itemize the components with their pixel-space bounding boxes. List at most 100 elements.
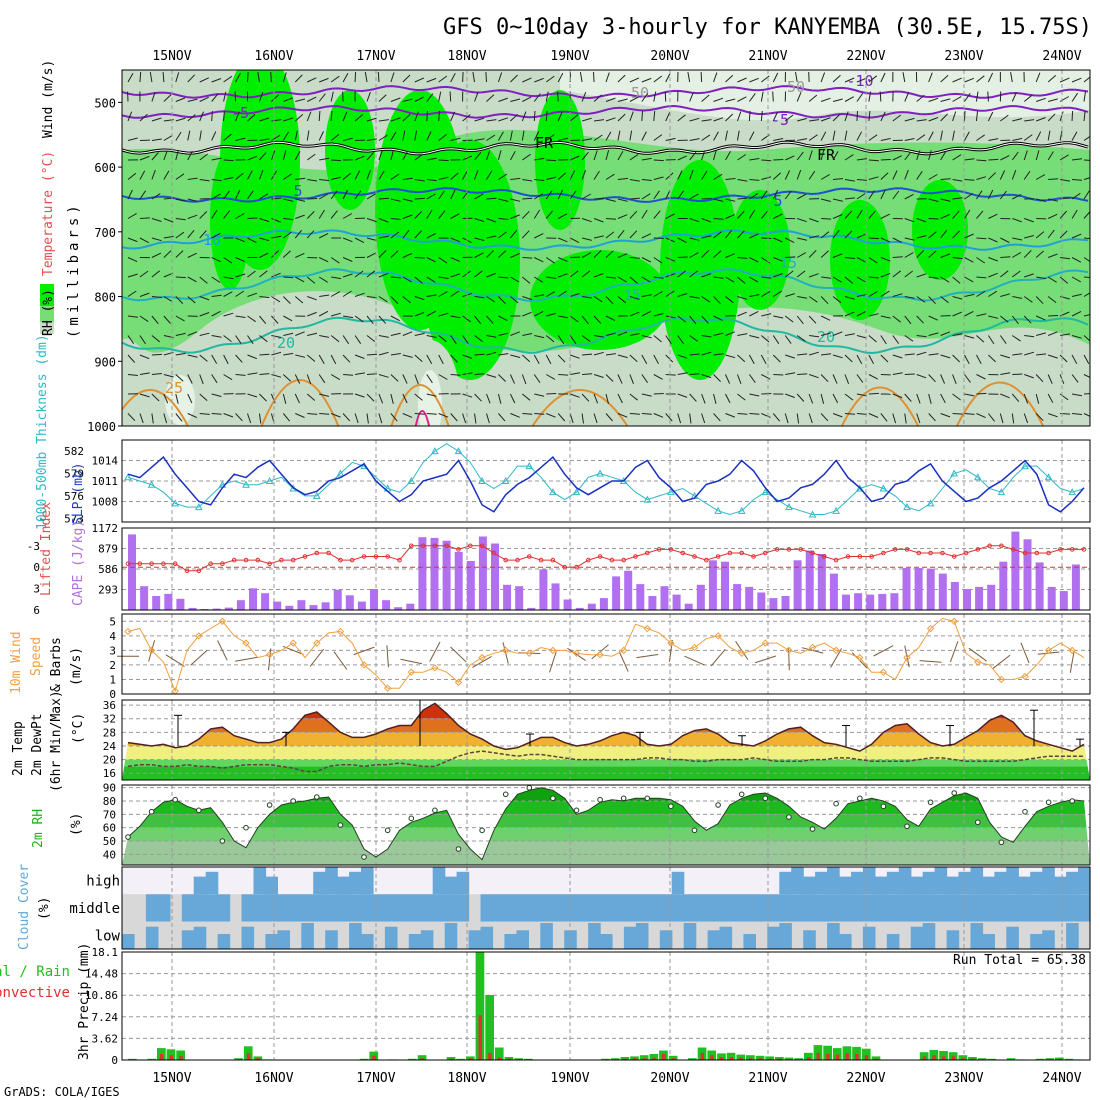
wind-barb	[462, 170, 468, 180]
thickness-marker	[808, 510, 817, 518]
li-marker	[692, 554, 697, 559]
wind-barb	[844, 230, 853, 239]
li-marker	[586, 557, 591, 563]
rh-marker	[550, 795, 556, 802]
wind-barb	[665, 290, 675, 297]
cloud-cell	[994, 871, 1007, 895]
cloud-cell	[193, 894, 207, 922]
precip-convective-label: Convective	[0, 985, 70, 1001]
wind-barb	[749, 294, 760, 297]
wind-barb	[438, 159, 449, 162]
cloud-cell	[934, 867, 948, 895]
wind-barb	[725, 229, 733, 239]
thickness-marker	[714, 506, 722, 514]
li-tick-label: 3	[33, 583, 40, 596]
wind-barb	[402, 374, 408, 384]
wind-barb	[151, 393, 160, 402]
precip-total-bar	[861, 1048, 871, 1060]
contour-5	[122, 187, 1089, 203]
precip-convective-bar	[488, 1052, 492, 1060]
wind-barb	[641, 335, 652, 339]
wind-barb	[364, 72, 368, 83]
wind-barb	[319, 335, 330, 338]
wind-barb	[773, 273, 783, 278]
wind-barb	[211, 93, 219, 102]
wind-barb	[497, 150, 502, 161]
wind-barb	[796, 151, 804, 161]
wind-barb	[844, 197, 855, 200]
wind-barb	[773, 213, 783, 219]
pressure-tick-label: 800	[94, 291, 116, 305]
precip-total-bar	[717, 1053, 726, 1060]
wind-barb	[749, 77, 759, 83]
wind-barb	[545, 91, 549, 102]
precip-convective-bar	[372, 1055, 376, 1060]
wind-barb	[366, 237, 377, 241]
wind-barb	[1083, 91, 1086, 102]
precip-total-bar	[649, 1054, 659, 1060]
rh-marker	[384, 827, 391, 834]
wind-barb	[474, 91, 479, 102]
wind-barb	[605, 218, 617, 220]
wind-barb	[318, 193, 329, 200]
wind-barb	[653, 75, 663, 83]
li-marker	[845, 554, 851, 559]
wind-barb	[1011, 169, 1017, 180]
wind-barb	[593, 351, 604, 356]
wind-barb	[701, 335, 712, 338]
wind-barb	[259, 296, 270, 299]
wind-barb	[952, 374, 957, 384]
wind-barb	[354, 292, 365, 297]
wind-barb	[581, 193, 591, 200]
wind-barb	[546, 374, 556, 380]
wind-barb	[522, 393, 531, 401]
cape-bar	[164, 593, 173, 610]
cloud-cell	[827, 923, 840, 949]
wind-barb	[187, 413, 198, 419]
wind-barb	[629, 413, 640, 415]
cloud-cell	[874, 876, 888, 895]
cloud-cell	[301, 894, 314, 922]
wind-barb	[318, 131, 324, 141]
li-marker	[1022, 550, 1028, 556]
cape-bar	[938, 573, 947, 610]
wind-barb	[522, 354, 531, 363]
precip-total-bar	[1006, 1058, 1016, 1060]
cloud-cell	[671, 871, 685, 895]
li-marker	[975, 547, 981, 552]
wind-barb	[832, 296, 842, 304]
wind-barb	[378, 150, 383, 161]
wind-barb	[641, 131, 647, 141]
wind-barb	[1036, 198, 1047, 202]
wind-barb	[605, 173, 615, 180]
wind-barb	[1047, 229, 1055, 239]
wind-speed-marker	[974, 658, 982, 666]
li-marker	[763, 550, 768, 556]
wind-barb	[271, 134, 281, 141]
wind-barb	[307, 413, 318, 415]
wind-barb	[294, 296, 304, 304]
wind-barb	[629, 354, 638, 363]
contour-label: 10	[203, 231, 221, 249]
wind-barb	[581, 117, 592, 122]
top-day-label: 17NOV	[356, 49, 395, 64]
wind-barb	[486, 272, 496, 278]
wind-barb	[319, 393, 330, 397]
wind-barb	[509, 374, 516, 384]
wind-barb	[772, 189, 779, 200]
wind-barb	[330, 91, 334, 102]
wind-barb	[187, 276, 197, 283]
wind-barb	[1035, 174, 1046, 180]
wind-barb	[665, 189, 671, 200]
wind-barb	[438, 354, 444, 365]
wind-barb	[139, 413, 144, 424]
wind-barb	[928, 198, 939, 202]
contour-label: 20	[277, 334, 295, 352]
precip-total-bar	[620, 1057, 630, 1060]
cape-bar	[866, 594, 875, 610]
wind-barb	[307, 198, 318, 200]
wind-barb	[450, 335, 457, 345]
cloud-cell	[432, 894, 446, 922]
thickness-marker	[926, 499, 935, 507]
wind-barb	[378, 413, 383, 424]
